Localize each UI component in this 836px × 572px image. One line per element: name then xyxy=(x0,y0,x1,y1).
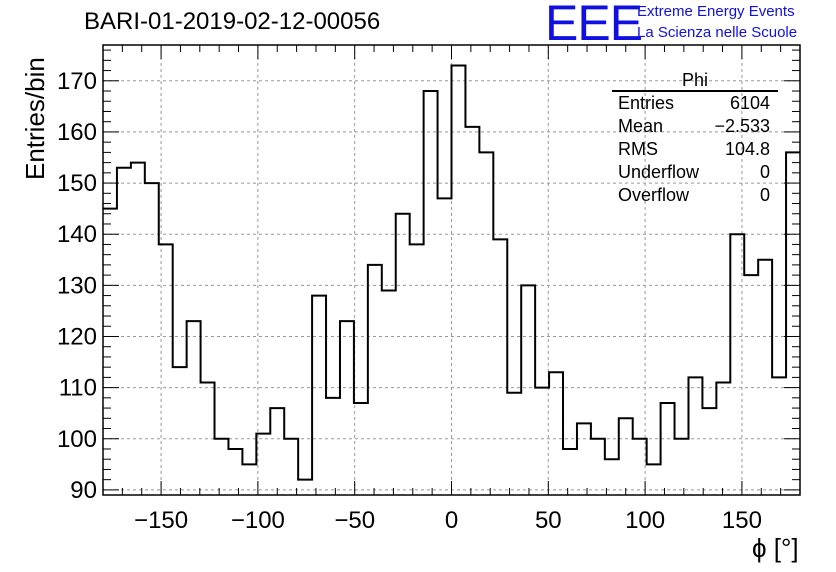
x-tick-label: −150 xyxy=(134,507,188,534)
stats-row-mean: Mean −2.533 xyxy=(612,115,778,138)
stats-value: 0 xyxy=(759,162,770,182)
histogram-bin xyxy=(535,388,549,495)
histogram-bin xyxy=(215,439,229,495)
x-tick-label: 100 xyxy=(625,507,665,534)
y-tick-label: 170 xyxy=(57,68,97,95)
histogram-bin xyxy=(326,398,340,495)
histogram-bin xyxy=(145,183,159,495)
stats-label: RMS xyxy=(618,139,658,159)
histogram-bin xyxy=(591,439,605,495)
stats-value: 6104 xyxy=(729,93,770,113)
stats-value: −2.533 xyxy=(714,116,770,136)
x-tick-label: 0 xyxy=(445,507,458,534)
eee-logo: EEE xyxy=(545,0,643,51)
y-tick-label: 140 xyxy=(57,221,97,248)
histogram-bin xyxy=(270,408,284,495)
histogram-bin xyxy=(256,434,270,495)
histogram-bin xyxy=(647,464,661,495)
histogram-bin xyxy=(521,285,535,495)
histogram-bin xyxy=(340,321,354,495)
histogram-bin xyxy=(507,393,521,495)
histogram-bin xyxy=(675,439,689,495)
stats-box: Phi Entries 6104 Mean −2.533 RMS 104.8 Unde… xyxy=(612,70,778,207)
x-axis-label: ϕ [°] xyxy=(752,533,799,563)
histogram-bin xyxy=(173,367,187,495)
histogram-bin xyxy=(563,449,577,495)
histogram-bin xyxy=(619,418,633,495)
y-tick-label: 130 xyxy=(57,272,97,299)
histogram-bin xyxy=(633,439,647,495)
histogram-bin xyxy=(465,127,479,495)
histogram-bin xyxy=(452,65,466,495)
histogram-bin xyxy=(772,377,786,495)
stats-value: 0 xyxy=(759,185,770,205)
histogram-bin xyxy=(242,464,256,495)
x-tick-label: −50 xyxy=(334,507,375,534)
histogram-bin xyxy=(661,403,675,495)
histogram-bin xyxy=(228,449,242,495)
histogram-bin xyxy=(730,234,744,495)
histogram-bin xyxy=(382,290,396,495)
stats-row-entries: Entries 6104 xyxy=(612,92,778,115)
histogram-bin xyxy=(744,275,758,495)
histogram-bin xyxy=(479,152,493,495)
histogram-bin xyxy=(688,377,702,495)
y-tick-label: 100 xyxy=(57,426,97,453)
histogram-bin xyxy=(758,260,772,495)
stats-value: 104.8 xyxy=(724,139,770,159)
histogram-bin xyxy=(368,265,382,495)
y-axis-label: Entries/bin xyxy=(20,57,50,180)
histogram-bin xyxy=(131,163,145,495)
histogram-bin xyxy=(201,383,215,496)
histogram-series-line xyxy=(103,64,800,481)
y-tick-label: 110 xyxy=(59,375,97,402)
histogram-bin xyxy=(424,91,438,495)
histogram-bin xyxy=(396,214,410,495)
stats-row-rms: RMS 104.8 xyxy=(612,138,778,161)
y-tick-label: 150 xyxy=(57,170,97,197)
stats-label: Mean xyxy=(618,116,664,136)
chart-title: BARI-01-2019-02-12-00056 xyxy=(84,8,381,35)
histogram-bin xyxy=(716,383,730,496)
x-tick-label: 150 xyxy=(722,507,762,534)
y-tick-label: 90 xyxy=(70,477,97,504)
stats-row-overflow: Overflow 0 xyxy=(612,184,778,207)
histogram-bin xyxy=(410,244,424,495)
logo-line-2: La Scienza nelle Scuole xyxy=(637,24,798,41)
histogram-bin xyxy=(103,209,117,495)
stats-label: Entries xyxy=(618,93,675,113)
histogram-bin xyxy=(549,372,563,495)
stats-row-underflow: Underflow 0 xyxy=(612,161,778,184)
y-tick-label: 120 xyxy=(57,323,97,350)
histogram-bin xyxy=(298,480,312,495)
histogram-bin xyxy=(187,321,201,495)
histogram-bin xyxy=(438,198,452,495)
stats-label: Overflow xyxy=(618,185,690,205)
histogram-bin xyxy=(577,423,591,495)
histogram-bin xyxy=(159,244,173,495)
histogram-bin xyxy=(354,403,368,495)
histogram-bin xyxy=(312,296,326,495)
histogram-bin xyxy=(493,239,507,495)
x-tick-label: −100 xyxy=(231,507,285,534)
stats-title: Phi xyxy=(612,70,778,92)
stats-label: Underflow xyxy=(618,162,700,182)
x-tick-label: 50 xyxy=(535,507,562,534)
histogram-bin xyxy=(284,439,298,495)
histogram-bin xyxy=(702,408,716,495)
histogram-bin xyxy=(605,459,619,495)
y-tick-label: 160 xyxy=(57,119,97,146)
logo-line-1: Extreme Energy Events xyxy=(637,3,795,20)
histogram-bin xyxy=(117,168,131,495)
